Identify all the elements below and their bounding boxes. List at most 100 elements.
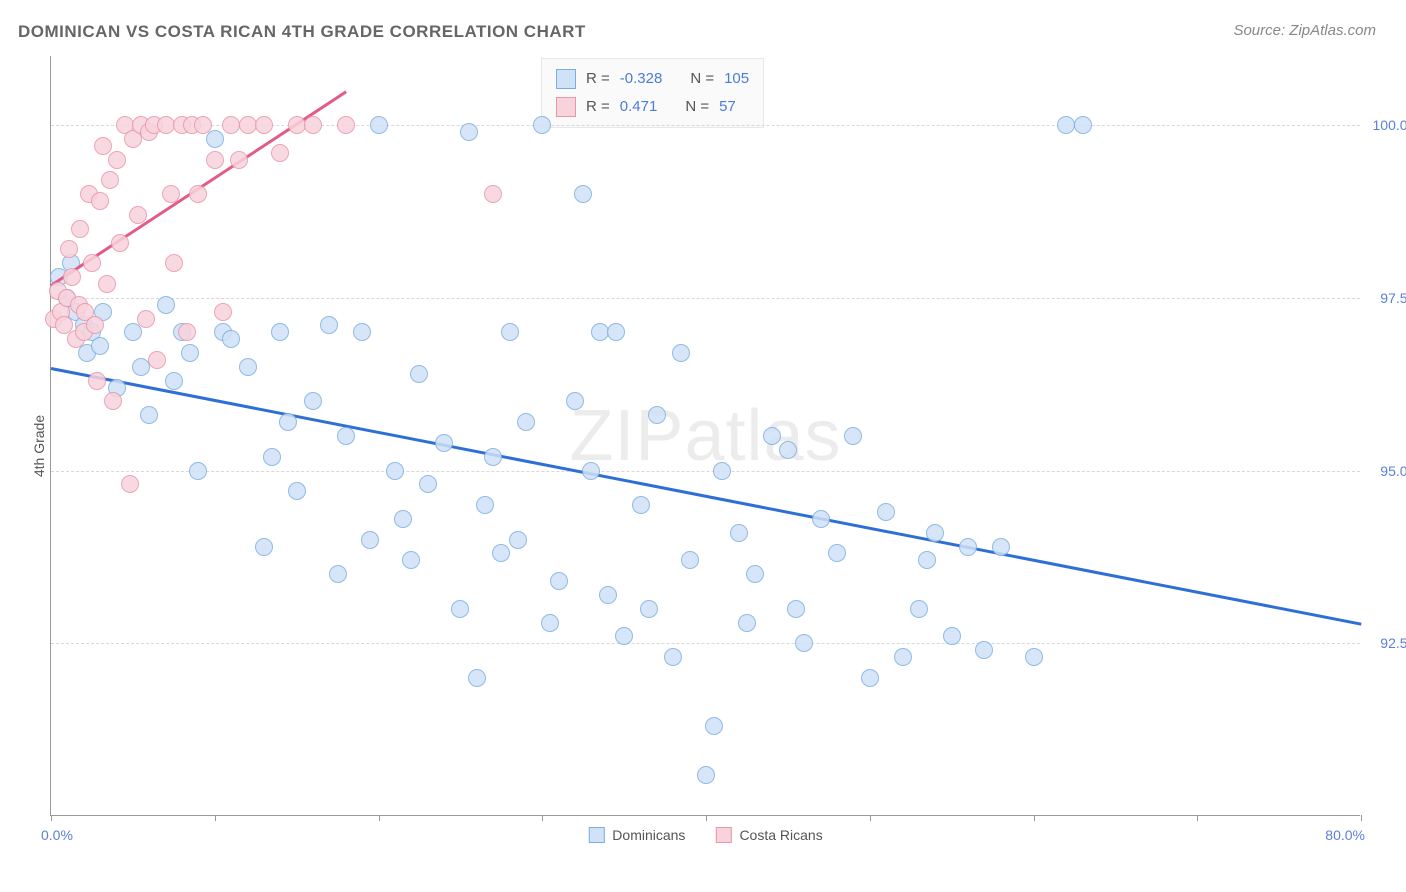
legend-item: Dominicans [588, 827, 685, 843]
data-point [63, 268, 81, 286]
data-point [271, 144, 289, 162]
data-point [779, 441, 797, 459]
correlation-legend: R = -0.328 N = 105 R = 0.471 N = 57 [541, 58, 764, 128]
data-point [129, 206, 147, 224]
data-point [288, 116, 306, 134]
data-point [91, 337, 109, 355]
data-point [165, 372, 183, 390]
data-point [137, 310, 155, 328]
data-point [189, 185, 207, 203]
data-point [451, 600, 469, 618]
data-point [162, 185, 180, 203]
data-point [361, 531, 379, 549]
data-point [140, 406, 158, 424]
legend-row: R = 0.471 N = 57 [556, 93, 749, 121]
data-point [763, 427, 781, 445]
data-point [288, 482, 306, 500]
data-point [178, 323, 196, 341]
r-label: R = [586, 93, 610, 121]
x-tick [51, 815, 52, 821]
data-point [582, 462, 600, 480]
data-point [86, 316, 104, 334]
data-point [337, 116, 355, 134]
x-tick [542, 815, 543, 821]
data-point [239, 116, 257, 134]
x-tick [1197, 815, 1198, 821]
data-point [419, 475, 437, 493]
r-value: -0.328 [620, 65, 663, 93]
data-point [271, 323, 289, 341]
data-point [713, 462, 731, 480]
legend-item: Costa Ricans [715, 827, 822, 843]
data-point [98, 275, 116, 293]
data-point [214, 303, 232, 321]
data-point [632, 496, 650, 514]
data-point [607, 323, 625, 341]
data-point [599, 586, 617, 604]
data-point [206, 130, 224, 148]
y-tick-label: 100.0% [1373, 117, 1406, 133]
x-tick [1361, 815, 1362, 821]
data-point [304, 116, 322, 134]
y-tick-label: 97.5% [1380, 290, 1406, 306]
data-point [943, 627, 961, 645]
data-point [959, 538, 977, 556]
data-point [91, 192, 109, 210]
grid-line [51, 643, 1360, 644]
data-point [787, 600, 805, 618]
data-point [410, 365, 428, 383]
data-point [279, 413, 297, 431]
data-point [746, 565, 764, 583]
data-point [484, 448, 502, 466]
x-axis-max-label: 80.0% [1325, 827, 1365, 843]
data-point [844, 427, 862, 445]
chart-container: DOMINICAN VS COSTA RICAN 4TH GRADE CORRE… [0, 0, 1406, 892]
plot-area: ZIPatlas R = -0.328 N = 105 R = 0.471 N … [50, 56, 1360, 816]
x-tick [870, 815, 871, 821]
n-value: 57 [719, 93, 736, 121]
data-point [501, 323, 519, 341]
data-point [148, 351, 166, 369]
x-tick [706, 815, 707, 821]
data-point [255, 538, 273, 556]
data-point [121, 475, 139, 493]
data-point [738, 614, 756, 632]
r-label: R = [586, 65, 610, 93]
data-point [132, 358, 150, 376]
data-point [648, 406, 666, 424]
data-point [468, 669, 486, 687]
legend-label: Dominicans [612, 827, 685, 843]
data-point [918, 551, 936, 569]
data-point [992, 538, 1010, 556]
data-point [239, 358, 257, 376]
data-point [730, 524, 748, 542]
swatch-costaricans [556, 97, 576, 117]
data-point [861, 669, 879, 687]
data-point [828, 544, 846, 562]
legend-row: R = -0.328 N = 105 [556, 65, 749, 93]
data-point [812, 510, 830, 528]
data-point [795, 634, 813, 652]
data-point [222, 330, 240, 348]
data-point [83, 254, 101, 272]
y-axis-title: 4th Grade [31, 415, 47, 477]
data-point [60, 240, 78, 258]
x-axis-min-label: 0.0% [41, 827, 73, 843]
n-label: N = [685, 93, 709, 121]
grid-line [51, 471, 1360, 472]
data-point [566, 392, 584, 410]
data-point [230, 151, 248, 169]
data-point [492, 544, 510, 562]
data-point [640, 600, 658, 618]
data-point [877, 503, 895, 521]
data-point [394, 510, 412, 528]
r-value: 0.471 [620, 93, 658, 121]
x-tick [215, 815, 216, 821]
data-point [255, 116, 273, 134]
swatch-icon [588, 827, 604, 843]
data-point [1025, 648, 1043, 666]
data-point [111, 234, 129, 252]
data-point [910, 600, 928, 618]
n-value: 105 [724, 65, 749, 93]
data-point [101, 171, 119, 189]
